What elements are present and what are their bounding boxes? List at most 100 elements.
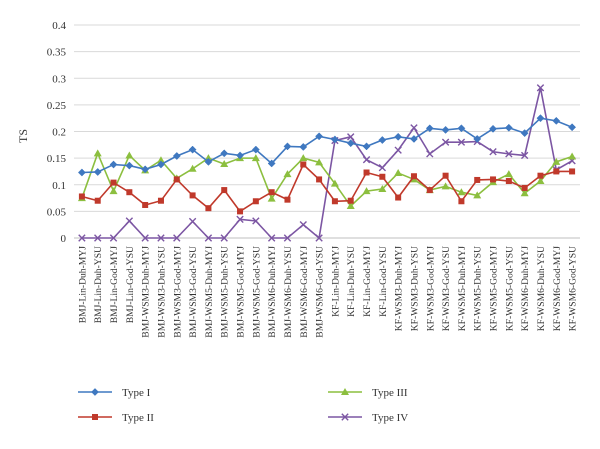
x-tick-label: BMJ-WSM5-God-YSU	[251, 246, 262, 338]
data-point	[94, 234, 102, 242]
series-type-iv	[78, 84, 576, 242]
y-tick-label: 0.3	[52, 73, 66, 85]
data-point	[188, 164, 197, 172]
x-tick-label: KF-WSM6-Duh-YSU	[536, 246, 547, 331]
data-point	[457, 188, 466, 196]
x-tick-label: KF-WSM5-Duh-YSU	[473, 246, 484, 331]
y-tick-label: 0.2	[52, 127, 66, 139]
data-point	[378, 185, 387, 193]
data-point	[156, 156, 165, 164]
data-point	[378, 164, 387, 172]
data-point	[363, 169, 370, 176]
data-point	[347, 197, 354, 204]
x-tick-label: BMJ-WSM3-Duh-YSU	[156, 246, 167, 338]
data-point	[489, 148, 497, 156]
data-point	[172, 152, 181, 160]
data-point	[268, 189, 275, 196]
x-tick-label: BMJ-Lin-God-MYJ	[109, 246, 120, 324]
x-tick-label: BMJ-WSM6-Duh-YSU	[283, 246, 294, 338]
data-point	[315, 234, 323, 242]
data-point	[189, 192, 196, 199]
data-point	[236, 215, 244, 224]
x-tick-label: BMJ-WSM6-Duh-MYJ	[267, 246, 278, 338]
data-point	[347, 133, 355, 141]
data-point	[504, 123, 513, 132]
legend-item-type-iv: Type IV	[328, 412, 408, 424]
x-tick-label: BMJ-Lin-Duh-YSU	[93, 246, 104, 323]
y-tick-label: 0.1	[52, 180, 66, 192]
data-point	[441, 182, 450, 190]
x-tick-label: BMJ-WSM3-God-MYJ	[172, 246, 183, 338]
data-point	[441, 138, 450, 146]
data-point	[316, 176, 323, 183]
data-point	[141, 165, 150, 174]
x-tick-label: BMJ-Lin-God-YSU	[125, 246, 136, 323]
data-point	[93, 168, 102, 176]
data-point	[426, 187, 433, 194]
data-point	[78, 193, 85, 200]
data-point	[425, 124, 434, 133]
data-point	[552, 116, 561, 125]
data-point	[394, 169, 403, 177]
data-point	[251, 154, 260, 162]
x-tick-label: KF-WSM6-God-MYJ	[552, 246, 563, 332]
data-point	[220, 159, 229, 167]
data-point	[283, 170, 292, 178]
data-point	[394, 132, 403, 141]
data-point	[410, 124, 418, 132]
legend-label: Type III	[372, 387, 408, 399]
legend-item-type-ii: Type II	[78, 412, 154, 424]
data-point	[537, 172, 544, 179]
data-point	[552, 157, 561, 165]
data-point	[93, 149, 102, 157]
data-point	[188, 145, 197, 154]
data-point	[252, 217, 260, 225]
data-point	[252, 198, 259, 205]
data-point	[395, 194, 402, 201]
data-point	[410, 135, 418, 143]
data-point	[109, 187, 118, 195]
y-tick-label: 0.4	[52, 20, 66, 32]
data-point	[378, 136, 387, 144]
x-tick-label: KF-WSM6-God-YSU	[568, 246, 579, 331]
x-tick-label: KF-Lin-God-MYJ	[362, 246, 373, 317]
x-tick-label: BMJ-WSM6-God-MYJ	[299, 246, 310, 338]
legend-item-type-i: Type I	[78, 387, 151, 399]
data-point	[489, 124, 497, 133]
data-point	[346, 202, 355, 210]
y-tick-label: 0.05	[47, 206, 67, 218]
data-point	[125, 161, 134, 170]
data-point	[300, 161, 307, 168]
data-point	[569, 168, 576, 175]
x-tick-label: KF-Lin-Duh-YSU	[346, 246, 357, 317]
legend-item-type-iii: Type III	[328, 387, 408, 399]
data-point	[267, 159, 276, 168]
data-point	[568, 123, 577, 132]
x-tick-label: BMJ-Lin-Duh-MYJ	[77, 246, 88, 324]
data-point	[457, 124, 466, 133]
data-point	[521, 184, 528, 191]
y-axis-label: TS	[16, 129, 30, 143]
data-point	[173, 176, 180, 183]
series-line	[81, 117, 573, 174]
data-point	[237, 208, 244, 215]
x-tick-label: KF-WSM3-Duh-MYJ	[394, 246, 405, 332]
data-point	[553, 168, 560, 175]
data-point	[110, 179, 117, 186]
data-point	[315, 158, 324, 166]
x-tick-label: BMJ-WSM3-God-YSU	[188, 246, 199, 338]
data-point	[490, 176, 497, 183]
data-point	[331, 198, 338, 205]
data-point	[157, 197, 164, 204]
data-point	[410, 173, 417, 180]
y-tick-label: 0.25	[47, 100, 67, 112]
data-point	[109, 160, 118, 169]
data-point	[473, 191, 482, 199]
x-tick-label: KF-WSM3-God-MYJ	[425, 246, 436, 332]
x-tick-label: BMJ-WSM6-God-YSU	[315, 246, 326, 338]
data-point	[157, 234, 165, 242]
data-point	[299, 142, 308, 151]
data-point	[267, 234, 276, 242]
legend-label: Type II	[122, 412, 154, 424]
data-point	[220, 149, 229, 158]
